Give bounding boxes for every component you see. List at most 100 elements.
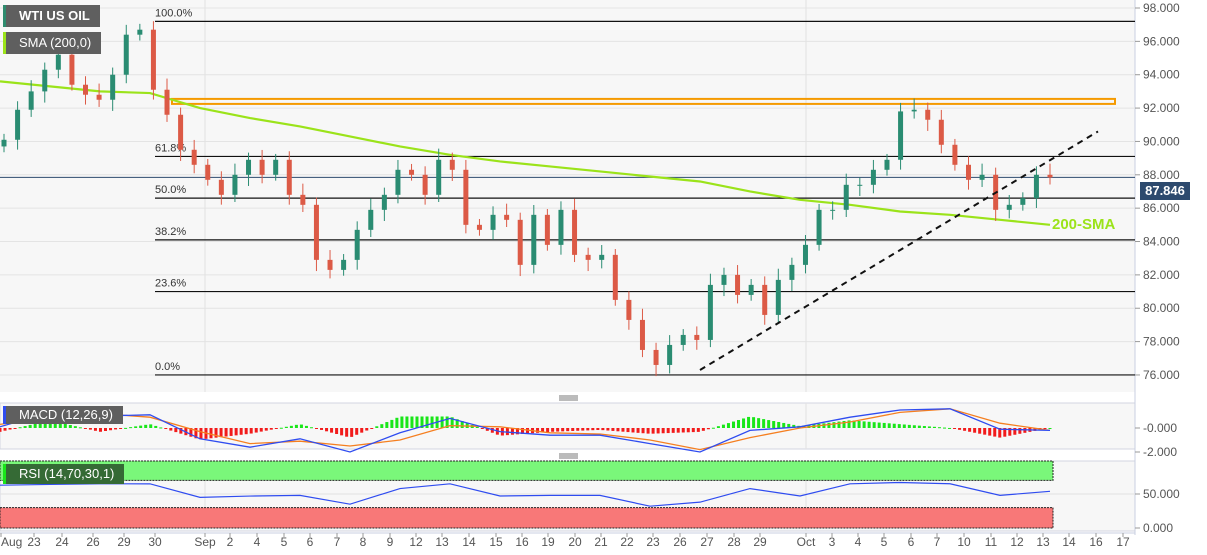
- candle-up: [531, 214, 537, 265]
- price-tick-label: 78.000: [1143, 335, 1180, 349]
- price-tick-label: 84.000: [1143, 235, 1180, 249]
- macd-histogram-bar: [917, 425, 921, 428]
- candle-down: [925, 109, 931, 120]
- macd-histogram-bar: [546, 428, 550, 433]
- macd-histogram-bar: [0, 428, 2, 432]
- rsi-line: [0, 481, 1051, 507]
- macd-histogram-bar: [561, 428, 565, 432]
- date-tick-label: 4: [855, 535, 862, 549]
- rsi-indicator-label[interactable]: RSI (14,70,30,1): [3, 464, 125, 484]
- macd-histogram-bar: [726, 423, 730, 428]
- fib-level-label: 23.6%: [155, 278, 186, 290]
- date-tick-label: 16: [515, 535, 529, 549]
- macd-histogram-bar: [757, 418, 761, 428]
- price-tick-label: 94.000: [1143, 68, 1180, 82]
- macd-histogram-bar: [244, 428, 248, 435]
- candle-up: [775, 279, 781, 315]
- date-tick-label: Sep: [194, 535, 216, 549]
- candle-down: [327, 259, 333, 270]
- macd-histogram-bar: [737, 420, 741, 428]
- macd-histogram-bar: [445, 416, 449, 428]
- macd-histogram-bar: [269, 428, 273, 430]
- macd-histogram-bar: [892, 423, 896, 428]
- candle-down: [150, 29, 156, 90]
- macd-histogram-bar: [164, 428, 168, 430]
- candle-up: [816, 209, 822, 245]
- candle-down: [694, 334, 700, 340]
- macd-histogram-bar: [1013, 428, 1017, 435]
- date-tick-label: 14: [462, 535, 476, 549]
- macd-indicator-label[interactable]: MACD (12,26,9): [3, 406, 123, 424]
- macd-histogram-bar: [716, 426, 720, 428]
- macd-histogram-bar: [259, 428, 263, 432]
- candle-up: [680, 334, 686, 345]
- macd-line: [0, 408, 1051, 453]
- macd-histogram-bar: [400, 416, 404, 428]
- macd-histogram-bar: [691, 428, 695, 433]
- candle-down: [178, 114, 184, 150]
- macd-histogram-bar: [375, 426, 379, 428]
- date-tick-label: 23: [646, 535, 660, 549]
- candle-up: [273, 159, 279, 175]
- macd-histogram-bar: [48, 420, 52, 428]
- date-tick-label: 30: [148, 535, 162, 549]
- macd-tick-label: -0.000: [1143, 421, 1177, 435]
- candle-up: [870, 169, 876, 185]
- macd-histogram-bar: [877, 422, 881, 428]
- price-tick-label: 80.000: [1143, 301, 1180, 315]
- macd-histogram-bar: [370, 428, 374, 429]
- macd-histogram-bar: [8, 428, 12, 430]
- date-tick-label: 10: [957, 535, 971, 549]
- rsi-tick-label: 50.000: [1143, 487, 1180, 501]
- macd-histogram-bar: [922, 426, 926, 428]
- candle-up: [490, 214, 496, 230]
- macd-histogram-bar: [385, 422, 389, 428]
- macd-histogram-bar: [551, 428, 555, 432]
- candle-down: [504, 214, 510, 220]
- macd-histogram-bar: [942, 427, 946, 429]
- candle-down: [300, 194, 306, 205]
- macd-histogram-bar: [711, 427, 715, 429]
- macd-histogram-bar: [963, 428, 967, 431]
- candle-up: [898, 111, 904, 160]
- macd-histogram-bar: [159, 427, 163, 429]
- macd-histogram-bar: [696, 428, 700, 432]
- instrument-label[interactable]: WTI US OIL: [3, 5, 100, 27]
- macd-histogram-bar: [149, 424, 153, 428]
- candle-up: [1006, 204, 1012, 210]
- candle-up: [354, 229, 360, 260]
- date-tick-label: 28: [727, 535, 741, 549]
- sma-indicator-label[interactable]: SMA (200,0): [3, 32, 102, 54]
- macd-histogram-bar: [882, 422, 886, 428]
- macd-histogram-bar: [631, 428, 635, 433]
- macd-histogram-bar: [571, 428, 575, 431]
- candle-down: [96, 94, 102, 100]
- macd-histogram-bar: [83, 428, 87, 429]
- macd-histogram-bar: [144, 424, 148, 428]
- macd-histogram-bar: [43, 421, 47, 428]
- date-tick-label: 26: [673, 535, 687, 549]
- candle-up: [802, 244, 808, 265]
- macd-histogram-bar: [53, 421, 57, 428]
- macd-histogram-bar: [968, 428, 972, 432]
- rsi-oversold-zone: [0, 507, 1054, 529]
- macd-histogram-bar: [380, 424, 384, 428]
- candle-up: [246, 159, 252, 175]
- date-tick-label: 27: [700, 535, 714, 549]
- macd-histogram-bar: [13, 428, 17, 429]
- macd-histogram-bar: [762, 419, 766, 428]
- macd-histogram-bar: [897, 424, 901, 428]
- macd-histogram-bar: [139, 425, 143, 428]
- candle-down: [259, 159, 265, 175]
- macd-histogram-bar: [129, 427, 133, 429]
- macd-histogram-bar: [360, 428, 364, 433]
- macd-histogram-bar: [937, 427, 941, 429]
- date-tick-label: 14: [1062, 535, 1076, 549]
- macd-histogram-bar: [616, 428, 620, 432]
- macd-histogram-bar: [912, 425, 916, 428]
- macd-histogram-bar: [154, 425, 158, 428]
- candle-up: [28, 91, 34, 110]
- macd-histogram-bar: [460, 421, 464, 428]
